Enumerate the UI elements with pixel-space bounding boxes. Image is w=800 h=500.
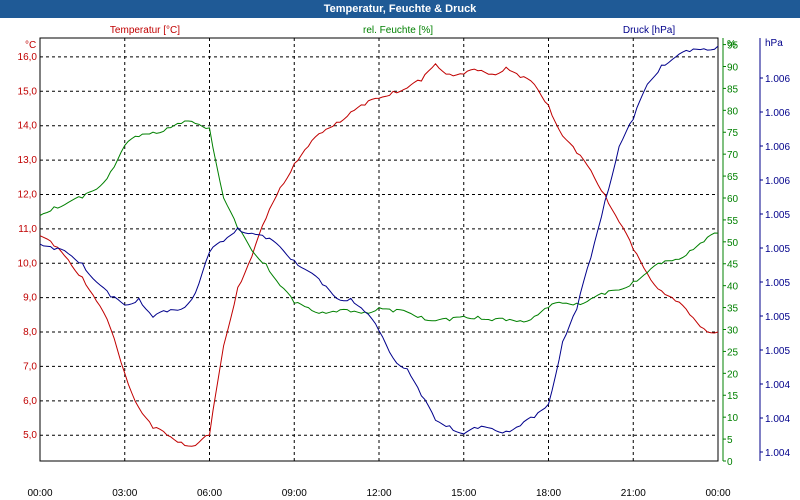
series-layer (39, 45, 719, 447)
y-tick-label-pressure: 1.004 (765, 448, 790, 459)
axis-unit-temp: °C (25, 40, 36, 51)
axis-unit-humidity: % (727, 39, 736, 50)
y-tick-label-humidity: 85 (727, 84, 739, 95)
y-tick-label-humidity: 95 (727, 41, 739, 52)
y-tick-label-humidity: 70 (727, 150, 739, 161)
x-tick-label: 18:00 (536, 488, 561, 499)
y-tick-label-temp: 14,0 (18, 121, 38, 132)
series-line-temp (39, 63, 719, 447)
x-tick-label: 21:00 (621, 488, 646, 499)
axis-title-temp: Temperatur [°C] (110, 25, 180, 36)
axis-title-humidity: rel. Feuchte [%] (363, 25, 433, 36)
series-line-press (39, 45, 719, 435)
x-tick-label: 03:00 (112, 488, 137, 499)
y-tick-label-humidity: 0 (727, 457, 733, 468)
x-tick-label: 00:00 (705, 488, 730, 499)
chart: 00:0008.05.2503:0008.05.2506:0008.05.250… (0, 18, 800, 500)
y-tick-label-pressure: 1.004 (765, 380, 790, 391)
y-tick-label-temp: 9,0 (23, 293, 37, 304)
y-tick-label-pressure: 1.006 (765, 176, 790, 187)
y-tick-label-pressure: 1.005 (765, 244, 790, 255)
y-tick-label-temp: 11,0 (18, 224, 37, 235)
y-tick-label-humidity: 20 (727, 369, 739, 380)
grid (39, 37, 719, 462)
y-tick-label-humidity: 15 (727, 391, 739, 402)
x-tick-label: 12:00 (366, 488, 391, 499)
y-tick-label-temp: 13,0 (18, 155, 38, 166)
y-tick-label-humidity: 45 (727, 260, 739, 271)
y-tick-label-pressure: 1.006 (765, 108, 790, 119)
y-tick-label-temp: 6,0 (23, 396, 37, 407)
y-tick-label-temp: 8,0 (23, 327, 37, 338)
y-tick-label-humidity: 65 (727, 172, 739, 183)
x-tick-label: 00:00 (27, 488, 52, 499)
y-tick-label-humidity: 75 (727, 128, 739, 139)
y-tick-label-pressure: 1.004 (765, 414, 790, 425)
axis-unit-pressure: hPa (765, 38, 783, 49)
y-tick-label-temp: 12,0 (18, 189, 38, 200)
y-tick-label-humidity: 25 (727, 347, 739, 358)
y-tick-label-temp: 10,0 (18, 258, 38, 269)
y-tick-label-pressure: 1.006 (765, 142, 790, 153)
y-tick-label-pressure: 1.005 (765, 312, 790, 323)
y-tick-label-humidity: 40 (727, 282, 739, 293)
axis-title-pressure: Druck [hPa] (623, 25, 675, 36)
y-tick-label-humidity: 10 (727, 413, 739, 424)
y-tick-label-humidity: 30 (727, 325, 739, 336)
window-title: Temperatur, Feuchte & Druck (0, 0, 800, 18)
y-tick-label-humidity: 55 (727, 216, 739, 227)
y-tick-label-temp: 7,0 (23, 361, 37, 372)
y-tick-label-humidity: 35 (727, 304, 739, 315)
y-tick-label-temp: 5,0 (23, 430, 37, 441)
y-tick-label-humidity: 50 (727, 238, 739, 249)
y-tick-label-pressure: 1.005 (765, 210, 790, 221)
series-line-hum (39, 120, 719, 323)
y-tick-label-pressure: 1.005 (765, 346, 790, 357)
y-tick-label-pressure: 1.005 (765, 278, 790, 289)
y-tick-label-humidity: 60 (727, 194, 739, 205)
x-tick-label: 15:00 (451, 488, 476, 499)
axes (722, 38, 763, 462)
x-tick-label: 09:00 (282, 488, 307, 499)
y-tick-label-humidity: 80 (727, 106, 739, 117)
y-tick-label-humidity: 90 (727, 62, 739, 73)
y-tick-label-temp: 15,0 (18, 86, 38, 97)
y-tick-label-humidity: 5 (727, 435, 733, 446)
y-tick-label-temp: 16,0 (18, 52, 38, 63)
y-tick-label-pressure: 1.006 (765, 74, 790, 85)
x-tick-label: 06:00 (197, 488, 222, 499)
labels-layer: 00:0008.05.2503:0008.05.2506:0008.05.250… (18, 25, 791, 499)
